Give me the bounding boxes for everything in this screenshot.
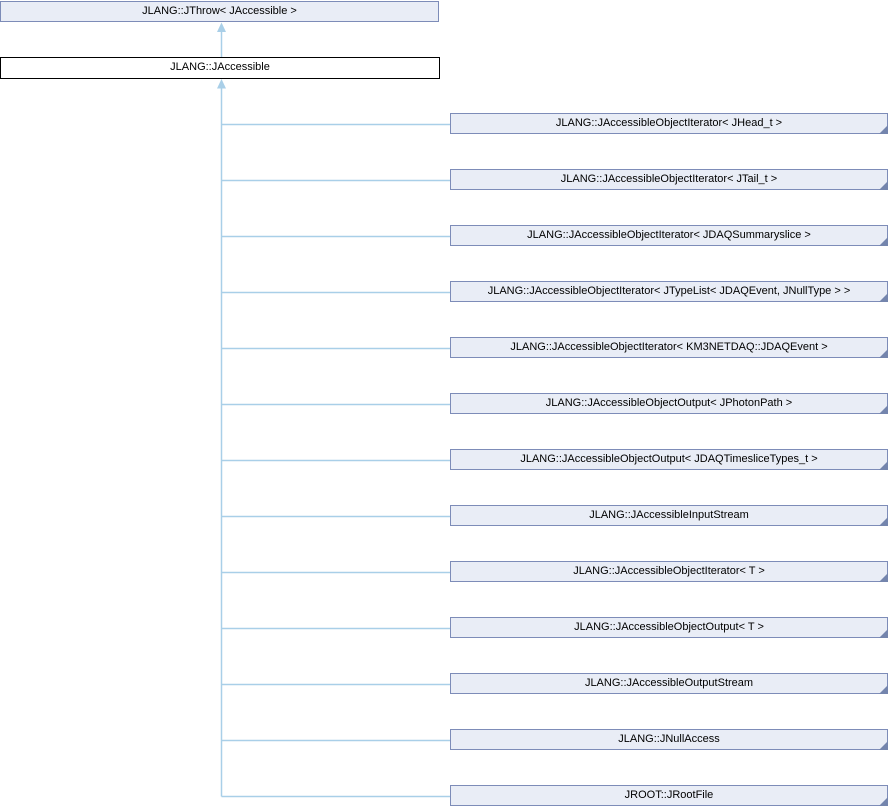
shadow-corner xyxy=(879,293,888,302)
class-node-label: JROOT::JRootFile xyxy=(624,789,714,801)
class-node-derived[interactable]: JLANG::JAccessibleObjectIterator< JTypeL… xyxy=(450,281,888,302)
class-node-label: JLANG::JAccessibleObjectOutput< T > xyxy=(574,621,764,633)
class-node-derived[interactable]: JLANG::JAccessibleObjectIterator< JHead_… xyxy=(450,113,888,134)
shadow-corner xyxy=(879,125,888,134)
shadow-corner xyxy=(879,181,888,190)
class-node-label: JLANG::JAccessibleObjectIterator< JTypeL… xyxy=(487,285,851,297)
shadow-corner xyxy=(879,741,888,750)
class-node-label: JLANG::JAccessible xyxy=(170,61,270,73)
class-node-label: JLANG::JAccessibleObjectIterator< T > xyxy=(573,565,765,577)
shadow-corner xyxy=(879,461,888,470)
shadow-corner xyxy=(879,405,888,414)
class-node-derived[interactable]: JLANG::JNullAccess xyxy=(450,729,888,750)
class-node-derived[interactable]: JLANG::JAccessibleObjectOutput< JPhotonP… xyxy=(450,393,888,414)
class-node-label: JLANG::JAccessibleObjectIterator< JDAQSu… xyxy=(527,229,811,241)
shadow-corner xyxy=(879,797,888,806)
class-node-derived[interactable]: JLANG::JAccessibleObjectIterator< KM3NET… xyxy=(450,337,888,358)
class-node-jaccessible-current: JLANG::JAccessible xyxy=(0,57,440,79)
class-node-derived[interactable]: JLANG::JAccessibleObjectIterator< JTail_… xyxy=(450,169,888,190)
class-node-label: JLANG::JAccessibleInputStream xyxy=(589,509,749,521)
shadow-corner xyxy=(879,573,888,582)
shadow-corner xyxy=(879,349,888,358)
class-node-derived[interactable]: JLANG::JAccessibleInputStream xyxy=(450,505,888,526)
class-node-label: JLANG::JAccessibleObjectOutput< JDAQTime… xyxy=(520,453,818,465)
class-node-label: JLANG::JAccessibleObjectIterator< JTail_… xyxy=(560,173,778,185)
class-node-derived[interactable]: JLANG::JAccessibleObjectOutput< T > xyxy=(450,617,888,638)
class-node-derived[interactable]: JLANG::JAccessibleObjectIterator< T > xyxy=(450,561,888,582)
shadow-corner xyxy=(879,685,888,694)
shadow-corner xyxy=(879,629,888,638)
class-node-jthrow[interactable]: JLANG::JThrow< JAccessible > xyxy=(0,1,439,22)
class-node-derived[interactable]: JLANG::JAccessibleObjectIterator< JDAQSu… xyxy=(450,225,888,246)
class-node-label: JLANG::JThrow< JAccessible > xyxy=(142,5,297,17)
class-node-label: JLANG::JAccessibleObjectIterator< JHead_… xyxy=(555,117,783,129)
shadow-corner xyxy=(879,517,888,526)
class-node-derived[interactable]: JLANG::JAccessibleOutputStream xyxy=(450,673,888,694)
class-node-label: JLANG::JAccessibleObjectIterator< KM3NET… xyxy=(510,341,828,353)
class-node-derived[interactable]: JLANG::JAccessibleObjectOutput< JDAQTime… xyxy=(450,449,888,470)
class-node-derived[interactable]: JROOT::JRootFile xyxy=(450,785,888,806)
class-node-label: JLANG::JAccessibleObjectOutput< JPhotonP… xyxy=(545,397,793,409)
class-node-label: JLANG::JAccessibleOutputStream xyxy=(584,677,754,689)
shadow-corner xyxy=(879,237,888,246)
class-node-label: JLANG::JNullAccess xyxy=(618,733,720,745)
